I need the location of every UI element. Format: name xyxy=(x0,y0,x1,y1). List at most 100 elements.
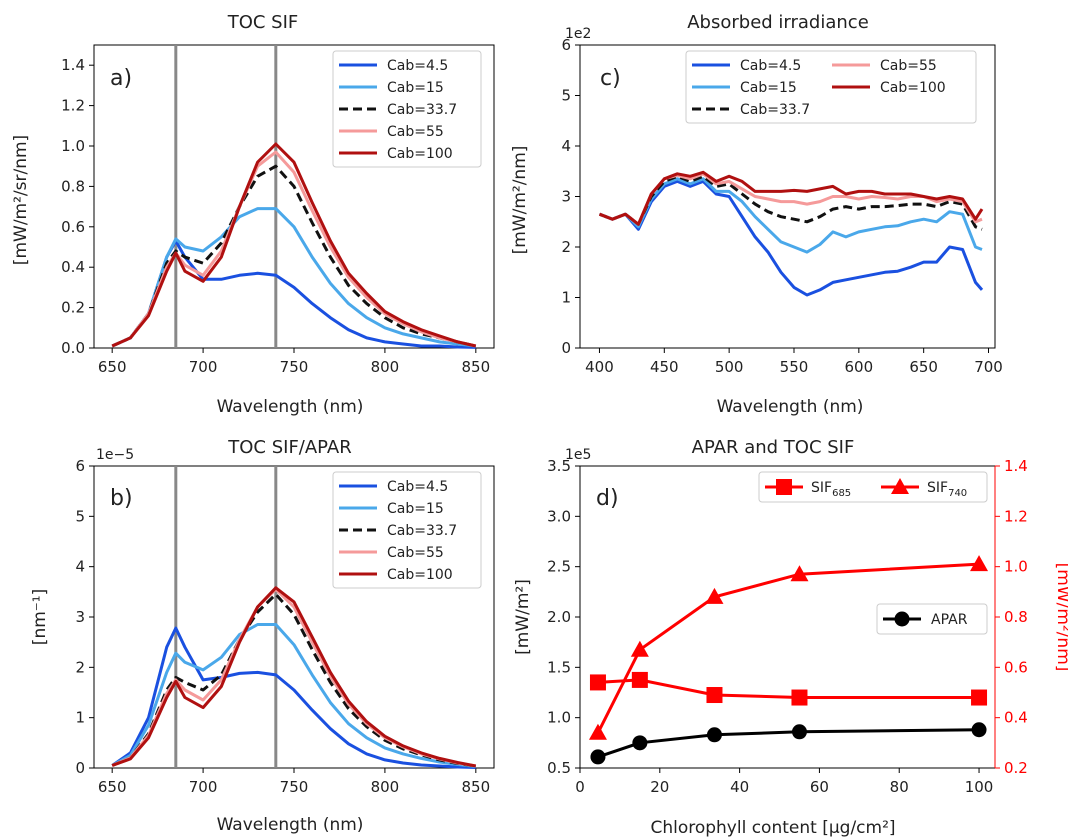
y-tick-label: 1.5 xyxy=(547,658,571,676)
panel-d-xlabel: Chlorophyll content [µg/cm²] xyxy=(650,818,895,838)
x-tick-label: 550 xyxy=(780,358,809,376)
y-tick-label: 6 xyxy=(75,457,85,475)
y-tick-label: 0 xyxy=(561,339,571,357)
panel-d-scale-note: 1e5 xyxy=(565,447,591,463)
series-line xyxy=(111,142,477,348)
panel-a-ylabel: [mW/m²/sr/nm] xyxy=(11,135,31,265)
legend-box-sif xyxy=(758,471,988,503)
y-right-tick-label: 0.8 xyxy=(1004,608,1028,626)
y-tick-label: 1 xyxy=(75,709,85,727)
y-right-tick-label: 0.4 xyxy=(1004,709,1028,727)
legend-label: Cab=55 xyxy=(880,58,937,74)
panel-b-toc-sif-apar: TOC SIF/APAR b) 1e−5 Wavelength (nm) [nm… xyxy=(30,437,495,835)
x-tick-label: 600 xyxy=(845,358,874,376)
legend-label: Cab=15 xyxy=(387,80,444,96)
y-tick-label: 5 xyxy=(561,87,571,105)
legend-box xyxy=(332,471,482,589)
marker-circle xyxy=(971,722,987,738)
y-right-tick-label: 1.4 xyxy=(1004,457,1028,475)
legend-label: Cab=100 xyxy=(387,146,453,162)
panel-c-scale-note: 1e2 xyxy=(565,26,591,42)
y-tick-label: 0.4 xyxy=(61,258,85,276)
y-tick-label: 4 xyxy=(561,137,571,155)
x-tick-label: 40 xyxy=(730,778,749,796)
x-tick-label: 800 xyxy=(371,358,400,376)
y-right-tick-label: 1.0 xyxy=(1004,558,1028,576)
series-line xyxy=(596,562,980,734)
y-tick-label: 1.4 xyxy=(61,56,85,74)
y-tick-label: 0.0 xyxy=(61,339,85,357)
panel-a-title: TOC SIF xyxy=(227,12,299,33)
y-tick-label: 3 xyxy=(75,608,85,626)
legend-label: Cab=15 xyxy=(387,501,444,517)
x-tick-label: 850 xyxy=(461,778,490,796)
y-right-tick-label: 1.2 xyxy=(1004,507,1028,525)
marker-triangle xyxy=(588,723,607,740)
marker-triangle xyxy=(705,587,724,604)
y-tick-label: 4 xyxy=(75,558,85,576)
series-line xyxy=(598,174,983,231)
series-line xyxy=(598,179,984,297)
series-line xyxy=(111,207,476,348)
legend-box xyxy=(685,50,977,124)
x-tick-label: 700 xyxy=(189,778,218,796)
series-line xyxy=(597,728,980,759)
marker-circle xyxy=(706,727,722,743)
series-line xyxy=(598,170,984,226)
x-tick-label: 0 xyxy=(575,778,585,796)
panel-a-label: a) xyxy=(110,66,132,91)
y-tick-label: 0.6 xyxy=(61,218,85,236)
legend-label: Cab=33.7 xyxy=(740,102,810,118)
y-tick-label: 0.2 xyxy=(61,299,85,317)
y-tick-label: 5 xyxy=(75,507,85,525)
series-line xyxy=(598,177,983,254)
series-line xyxy=(597,678,979,699)
series-line xyxy=(111,592,477,768)
panel-d-ylabel-right: [mW/m²/nm] xyxy=(1053,563,1068,672)
marker-triangle xyxy=(970,555,989,572)
panel-c-xlabel: Wavelength (nm) xyxy=(717,397,864,417)
legend-box-apar xyxy=(876,603,988,635)
panel-b-label: b) xyxy=(110,486,133,511)
marker-circle xyxy=(632,735,648,751)
x-tick-label: 850 xyxy=(461,358,490,376)
panel-d-apar-toc-sif: APAR and TOC SIF d) 1e5 Chlorophyll cont… xyxy=(513,437,1068,838)
legend-label: Cab=33.7 xyxy=(387,102,457,118)
marker-triangle xyxy=(630,640,649,657)
y-tick-label: 0.5 xyxy=(547,759,571,777)
legend-label: Cab=4.5 xyxy=(740,58,801,74)
marker-triangle xyxy=(790,565,809,582)
series-line xyxy=(111,623,476,768)
y-right-tick-label: 0.6 xyxy=(1004,658,1028,676)
panel-c-title: Absorbed irradiance xyxy=(687,12,869,33)
panel-b-scale-note: 1e−5 xyxy=(96,447,134,463)
x-tick-label: 80 xyxy=(890,778,909,796)
panel-c-label: c) xyxy=(600,66,621,91)
marker-square xyxy=(589,674,606,691)
legend-label: Cab=100 xyxy=(880,80,946,96)
y-tick-label: 1.0 xyxy=(547,709,571,727)
panel-a-toc-sif: TOC SIF a) Wavelength (nm) [mW/m²/sr/nm]… xyxy=(11,12,495,417)
legend-label-subscript: 685 xyxy=(832,488,851,499)
x-tick-label: 800 xyxy=(371,778,400,796)
series-line xyxy=(111,587,477,768)
marker-circle xyxy=(791,724,807,740)
x-tick-label: 750 xyxy=(280,778,309,796)
x-tick-label: 700 xyxy=(189,358,218,376)
panel-c-absorbed-irradiance: Absorbed irradiance c) 1e2 Wavelength (n… xyxy=(510,12,1003,417)
marker-triangle xyxy=(891,478,909,494)
x-tick-label: 750 xyxy=(280,358,309,376)
legend-label: Cab=33.7 xyxy=(387,523,457,539)
legend-label: Cab=4.5 xyxy=(387,58,448,74)
y-right-tick-label: 0.2 xyxy=(1004,759,1028,777)
x-tick-label: 650 xyxy=(909,358,938,376)
legend-box xyxy=(332,50,482,168)
series-line xyxy=(111,150,477,348)
legend-label: APAR xyxy=(931,612,968,628)
marker-square xyxy=(631,671,648,688)
x-tick-label: 60 xyxy=(810,778,829,796)
legend-label: Cab=55 xyxy=(387,545,444,561)
legend-label: Cab=15 xyxy=(740,80,797,96)
series-line xyxy=(111,626,476,769)
panel-d-label: d) xyxy=(596,486,619,511)
